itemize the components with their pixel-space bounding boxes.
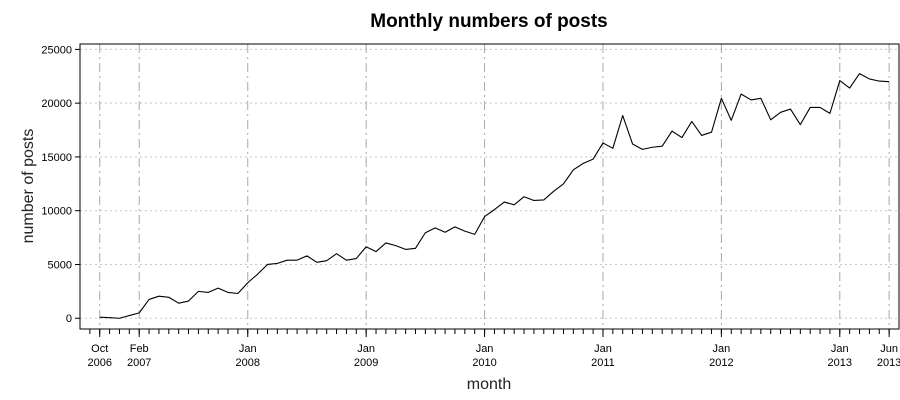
x-tick-label-year: 2009 [354, 357, 378, 369]
y-tick-label: 0 [66, 313, 72, 325]
x-tick-label-month: Oct [91, 343, 108, 355]
x-tick-label-year: 2006 [87, 357, 111, 369]
grid [80, 44, 899, 329]
x-tick-label-month: Jan [713, 343, 731, 355]
x-tick-label-year: 2013 [877, 357, 900, 369]
x-tick-label-year: 2013 [828, 357, 852, 369]
y-tick-label: 15000 [41, 152, 72, 164]
y-tick-label: 20000 [41, 98, 72, 110]
y-tick-label: 25000 [41, 44, 72, 56]
x-tick-label-month: Jan [239, 343, 257, 355]
axes: 0 5000 10000 15000 20000 25000 Oct 2006 Feb 2007 J… [41, 44, 900, 369]
x-tick-label-month: Jan [476, 343, 494, 355]
x-axis-title: month [467, 376, 511, 393]
series-line [99, 73, 890, 319]
y-tick-label: 10000 [41, 206, 72, 218]
x-tick-label-year: 2010 [472, 357, 496, 369]
x-tick-label-year: 2007 [127, 357, 151, 369]
x-tick-label-year: 2012 [709, 357, 733, 369]
plot-frame [79, 43, 900, 330]
x-tick-label-month: Jun [880, 343, 898, 355]
x-tick-label-month: Jan [831, 343, 849, 355]
series-layer [99, 73, 890, 319]
x-tick-label-month: Feb [130, 343, 149, 355]
x-tick-label-year: 2011 [591, 357, 615, 369]
y-axis-title: number of posts [20, 129, 37, 244]
x-tick-label-month: Jan [357, 343, 375, 355]
y-tick-label: 5000 [48, 259, 72, 271]
x-tick-label-month: Jan [594, 343, 612, 355]
chart-title: Monthly numbers of posts [370, 11, 608, 32]
x-tick-label-year: 2008 [236, 357, 260, 369]
